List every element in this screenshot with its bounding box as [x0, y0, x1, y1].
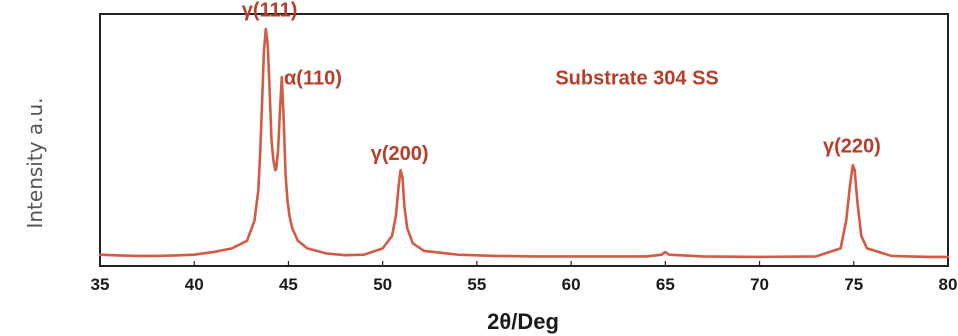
x-tick-label-35: 35 [91, 275, 110, 294]
x-tick-label-40: 40 [185, 275, 204, 294]
x-tick-label-50: 50 [373, 275, 392, 294]
annotation-1: α(110) [284, 68, 342, 90]
y-axis-label: Intensity a.u. [23, 97, 47, 228]
x-tick-label-80: 80 [939, 275, 958, 294]
x-tick-label-60: 60 [562, 275, 581, 294]
x-tick-label-65: 65 [656, 275, 675, 294]
annotation-3: γ(220) [823, 136, 881, 158]
series-line-0 [98, 27, 950, 259]
plot-frame [99, 13, 949, 267]
x-tick-label-55: 55 [467, 275, 486, 294]
annotation-0: γ(111) [242, 0, 298, 22]
annotation-2: γ(200) [371, 143, 429, 165]
x-axis-label: 2θ/Deg [487, 309, 559, 334]
annotation-4: Substrate 304 SS [555, 68, 718, 90]
x-tick-label-45: 45 [279, 275, 298, 294]
x-tick-label-75: 75 [844, 275, 863, 294]
x-tick-label-70: 70 [750, 275, 769, 294]
